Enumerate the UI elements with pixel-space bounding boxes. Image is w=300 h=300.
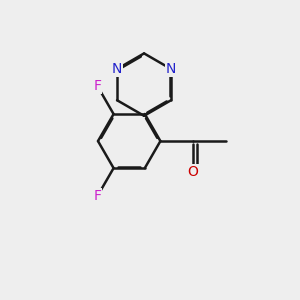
Text: O: O <box>188 165 199 179</box>
Text: N: N <box>112 62 122 76</box>
Text: F: F <box>93 79 101 93</box>
Text: N: N <box>166 62 176 76</box>
Text: F: F <box>93 189 101 203</box>
